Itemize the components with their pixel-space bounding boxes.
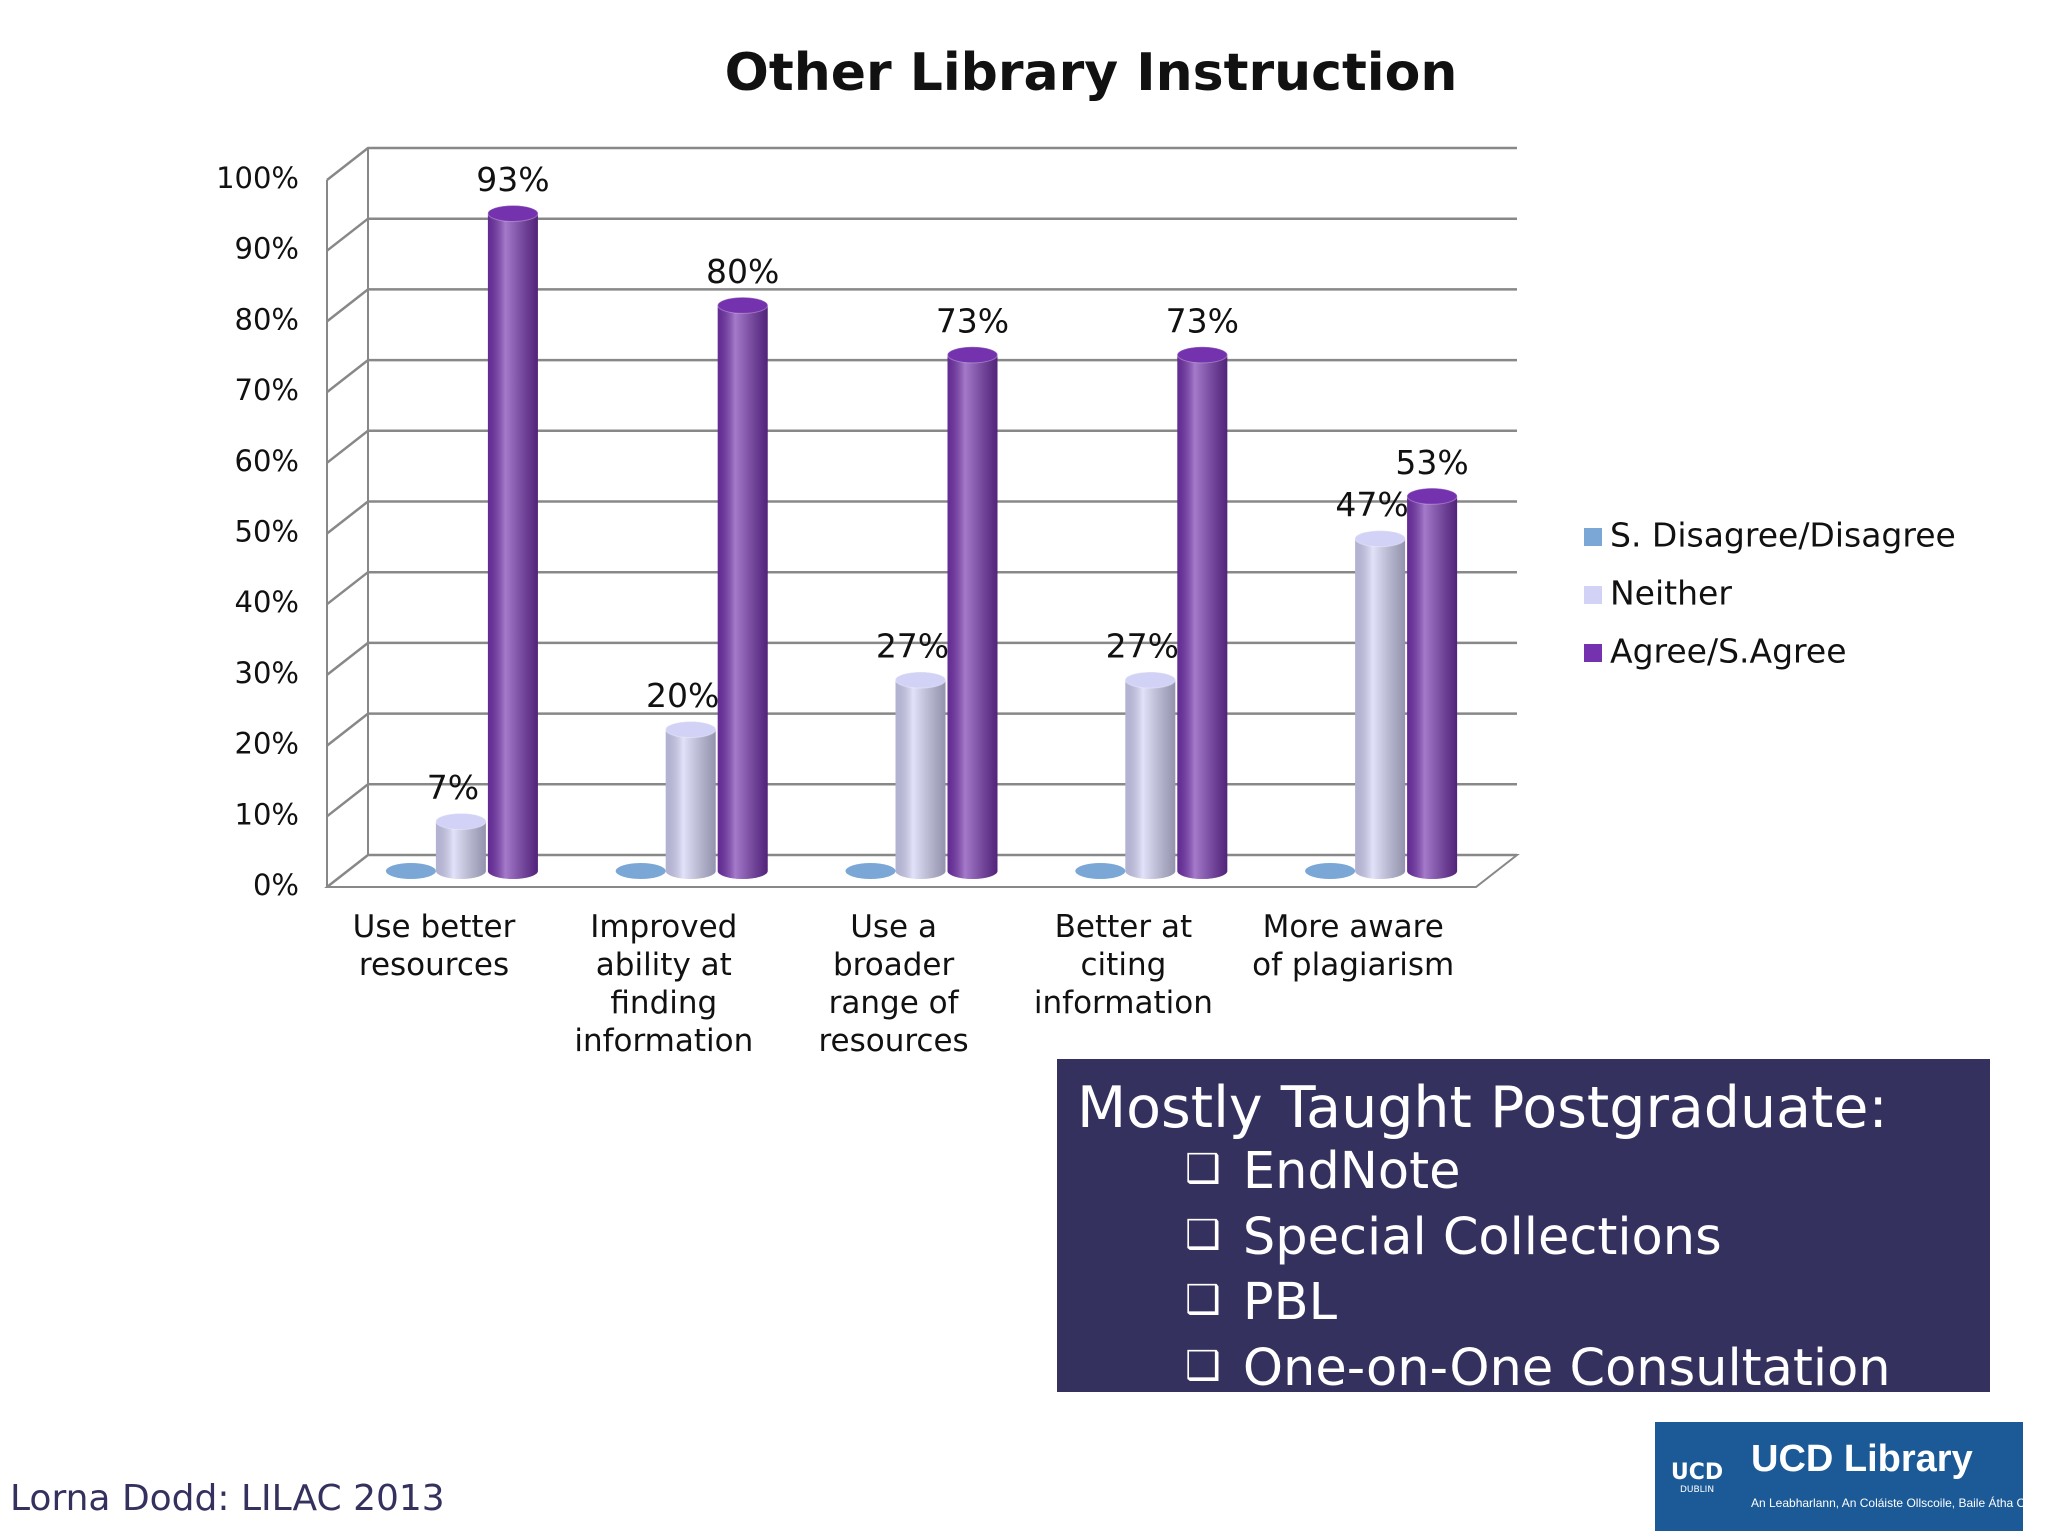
cylinder-shade (435, 813, 486, 879)
box-item: One-on-One Consultation (1185, 1338, 1891, 1404)
cylinder-shade (487, 205, 538, 880)
x-tick-label: Use a broader range of resources (818, 909, 969, 1059)
cylinder-top (717, 296, 769, 314)
box-item: Special Collections (1185, 1207, 1891, 1273)
cylinder-shade (1177, 346, 1228, 879)
cylinder-top (895, 671, 946, 689)
cylinder (845, 863, 896, 879)
chart-title: Other Library Instruction (725, 43, 1458, 103)
y-tick-label: 80% (235, 302, 299, 336)
data-label: 93% (476, 160, 549, 199)
data-label: 7% (427, 768, 479, 807)
grid-line (326, 358, 1517, 394)
data-label: 47% (1335, 485, 1408, 524)
legend-label: Neither (1610, 574, 1732, 613)
grid-line (326, 641, 1517, 676)
cylinder-top (487, 204, 539, 222)
cylinder-top (1406, 487, 1458, 505)
box-item: PBL (1185, 1272, 1891, 1338)
logo-subtitle: An Leabharlann, An Coláiste Ollscoile, B… (1751, 1496, 2048, 1510)
y-tick-label: 60% (235, 444, 299, 478)
data-label: 27% (876, 627, 949, 666)
data-label: 73% (936, 301, 1009, 340)
x-tick-label: Improved ability at finding information (574, 909, 754, 1059)
grid-line (326, 288, 1517, 323)
cylinder (1305, 863, 1356, 879)
footer: Lorna Dodd: LILAC 2013 (10, 1478, 445, 1519)
cylinder (615, 863, 666, 879)
x-tick-label: Better at citing information (1033, 909, 1213, 1021)
y-tick-label: 30% (235, 656, 299, 690)
cylinder-shade (895, 672, 946, 879)
cylinder-shade (1355, 530, 1406, 879)
y-tick-label: 100% (216, 161, 299, 195)
data-label: 73% (1166, 301, 1239, 340)
cylinder-shade (1407, 488, 1458, 879)
cylinder-top (947, 346, 998, 364)
cylinder-top (1124, 671, 1176, 689)
cylinder-shade (665, 721, 716, 879)
cylinder-top (435, 813, 487, 831)
cylinder-top (665, 721, 717, 739)
grid-line (326, 429, 1517, 464)
y-tick-label: 20% (235, 727, 299, 761)
x-tick-label: Use better resources (352, 909, 516, 983)
data-label: 53% (1395, 443, 1468, 482)
y-tick-label: 10% (235, 797, 299, 831)
cylinder-shade (717, 297, 768, 879)
legend-swatch (1584, 528, 1602, 546)
legend-label: S. Disagree/Disagree (1610, 516, 1956, 555)
cylinder (385, 863, 436, 879)
y-tick-label: 50% (235, 515, 299, 549)
y-tick-label: 90% (235, 232, 299, 266)
cylinder-shade (947, 346, 998, 879)
data-label: 80% (706, 252, 779, 291)
data-label: 20% (646, 676, 719, 715)
grid-line (326, 570, 1517, 606)
legend-swatch (1584, 644, 1602, 662)
logo: UCD DUBLIN UCD Library An Leabharlann, A… (1655, 1422, 2047, 1531)
logo-crest-sub: DUBLIN (1679, 1485, 1715, 1495)
box-list: EndNote Special Collections PBL One-on-O… (1185, 1141, 1891, 1403)
y-tick-label: 70% (235, 373, 299, 407)
info-box: Mostly Taught Postgraduate: EndNote Spec… (1057, 1059, 1990, 1398)
grid-line (326, 217, 1517, 252)
cylinder (1075, 863, 1126, 879)
y-tick-label: 0% (253, 868, 299, 902)
box-heading: Mostly Taught Postgraduate: (1077, 1075, 1888, 1141)
box-item: EndNote (1185, 1141, 1891, 1207)
grid-line (326, 146, 1517, 181)
logo-name: UCD Library (1751, 1438, 1973, 1480)
cylinder-top (1354, 530, 1406, 548)
cylinder-shade (1125, 672, 1176, 879)
cylinder-top (1176, 346, 1228, 364)
legend-label: Agree/S.Agree (1610, 632, 1847, 671)
grid-line (326, 500, 1517, 535)
y-tick-label: 40% (235, 585, 299, 619)
logo-crest: UCD (1670, 1460, 1724, 1485)
legend-swatch (1584, 586, 1602, 604)
x-tick-label: More aware of plagiarism (1252, 909, 1455, 983)
data-label: 27% (1106, 627, 1179, 666)
